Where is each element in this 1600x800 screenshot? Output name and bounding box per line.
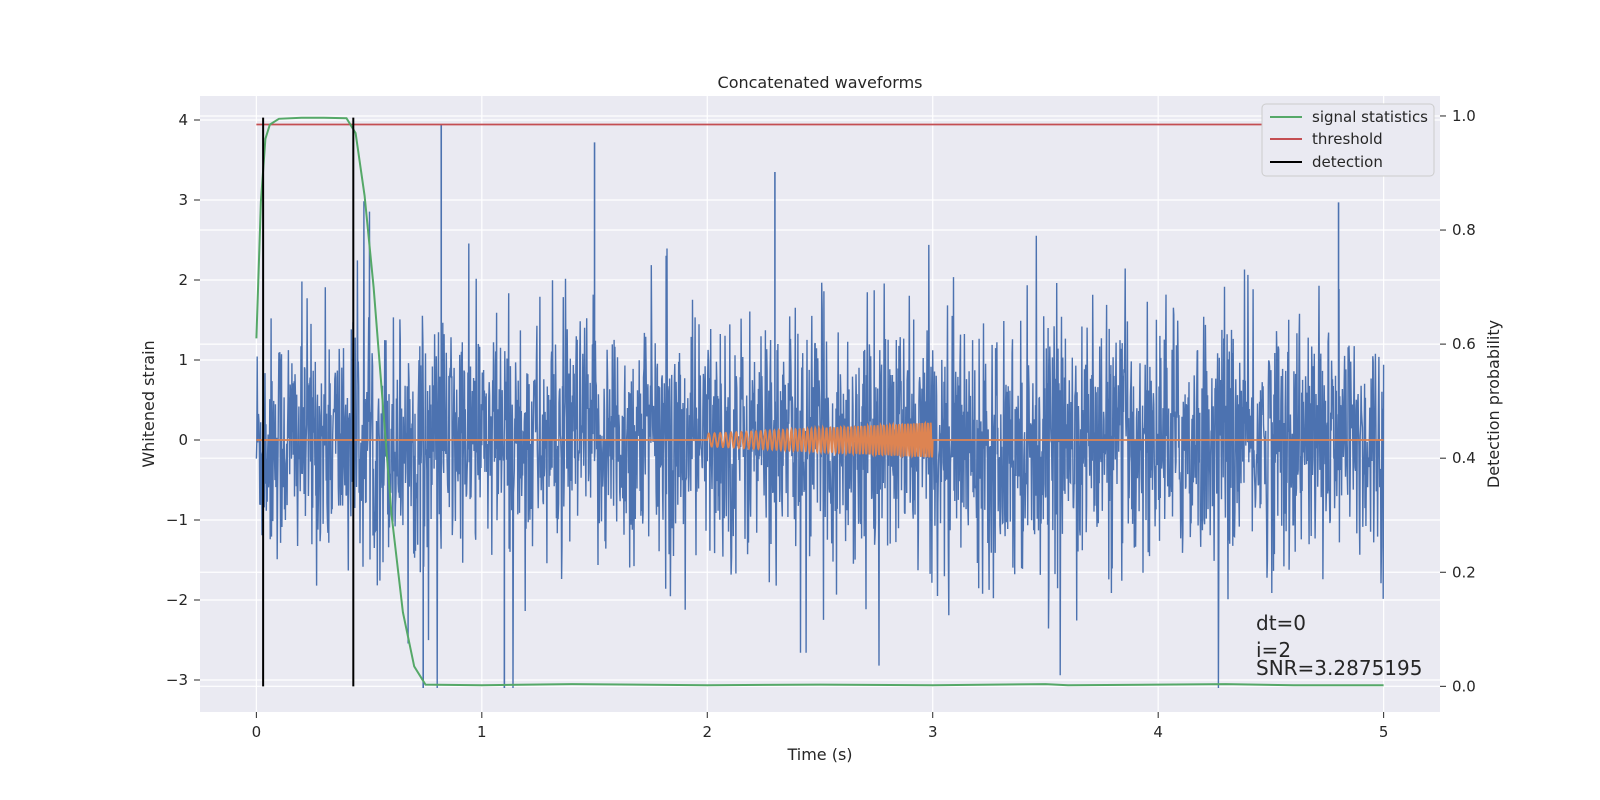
annotation-i: i=2 — [1256, 638, 1291, 662]
y-tick-label: 1 — [178, 351, 188, 369]
y-tick-label: −1 — [166, 511, 188, 529]
y-axis-label: Whitened strain — [139, 340, 158, 467]
injection-series-line — [256, 420, 1384, 459]
legend-label-signal-statistics: signal statistics — [1312, 108, 1428, 126]
y2-tick-label: 0.4 — [1452, 449, 1476, 467]
y2-tick-label: 1.0 — [1452, 107, 1476, 125]
x-tick-label: 1 — [477, 723, 487, 741]
legend-label-threshold: threshold — [1312, 130, 1383, 148]
y2-axis-label: Detection probability — [1484, 320, 1503, 488]
y-tick-label: 0 — [178, 431, 188, 449]
legend-box — [1261, 103, 1435, 177]
x-tick-label: 4 — [1153, 723, 1163, 741]
y-tick-label: −2 — [166, 591, 188, 609]
signal-statistics-line — [255, 116, 1384, 687]
annotation-dt: dt=0 — [1256, 611, 1306, 635]
x-axis-label: Time (s) — [786, 745, 852, 764]
strain-series-line — [255, 201, 1385, 689]
y2-tick-label: 0.0 — [1452, 677, 1476, 695]
y-tick-label: 2 — [178, 271, 188, 289]
plot-area — [255, 116, 1385, 689]
legend-label-detection: detection — [1312, 153, 1383, 171]
chart-title: Concatenated waveforms — [718, 73, 923, 92]
y2-tick-label: 0.2 — [1452, 563, 1476, 581]
y2-tick-label: 0.6 — [1452, 335, 1476, 353]
axes: 0 1 2 3 4 5 −3 −2 −1 0 1 2 3 4 0.0 0.2 0.4 0.6 0.8 1.0 — [166, 107, 1476, 741]
y-tick-label: 4 — [178, 111, 188, 129]
x-tick-label: 0 — [252, 723, 262, 741]
annotations: dt=0 i=2 SNR=3.2875195 — [1256, 611, 1422, 680]
y-tick-label: 3 — [178, 191, 188, 209]
annotation-snr: SNR=3.2875195 — [1256, 656, 1422, 680]
legend: signal statistics threshold detection — [1261, 103, 1435, 177]
x-tick-label: 2 — [702, 723, 712, 741]
x-tick-label: 3 — [928, 723, 938, 741]
y2-tick-label: 0.8 — [1452, 221, 1476, 239]
x-tick-label: 5 — [1379, 723, 1389, 741]
y-tick-label: −3 — [166, 671, 188, 689]
